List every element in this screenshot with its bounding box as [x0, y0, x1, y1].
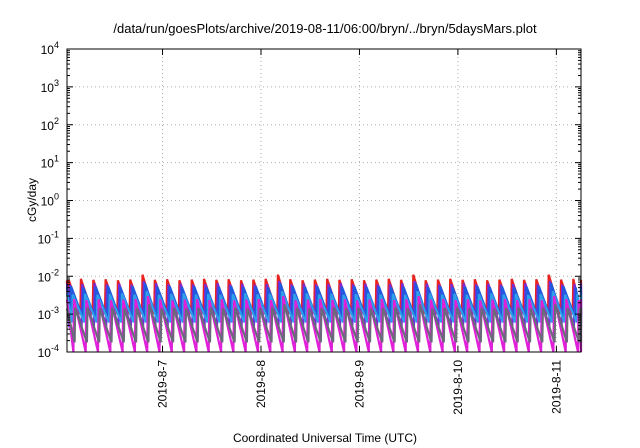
x-tick-label: 2019-8-9 — [352, 360, 366, 408]
x-tick-label: 2019-8-7 — [156, 360, 170, 408]
y-tick-exponent: -2 — [51, 267, 59, 277]
y-tick-label: 10-3 — [38, 305, 59, 322]
y-tick-exponent: 0 — [54, 192, 59, 202]
series-line — [65, 304, 583, 343]
series-layer — [65, 274, 583, 353]
y-tick-exponent: 4 — [54, 40, 59, 50]
y-tick-label: 10-4 — [38, 343, 59, 360]
y-tick-label: 104 — [41, 40, 59, 57]
y-tick-exponent: 2 — [54, 116, 59, 126]
x-tick-label: 2019-8-10 — [451, 360, 465, 415]
chart-title: /data/run/goesPlots/archive/2019-08-11/0… — [113, 21, 537, 36]
y-tick-label: 100 — [41, 192, 59, 209]
y-tick-label: 102 — [41, 116, 59, 133]
y-tick-label: 10-2 — [38, 267, 59, 284]
y-tick-exponent: -4 — [51, 343, 59, 353]
y-tick-exponent: -3 — [51, 305, 59, 315]
x-axis-label: Coordinated Universal Time (UTC) — [233, 431, 417, 445]
series-line — [65, 295, 583, 353]
x-tick-label: 2019-8-8 — [254, 360, 268, 408]
y-tick-exponent: 3 — [54, 78, 59, 88]
y-tick-exponent: -1 — [51, 229, 59, 239]
x-tick-label: 2019-8-11 — [549, 360, 563, 414]
y-tick-label: 101 — [41, 154, 59, 171]
y-tick-exponent: 1 — [54, 154, 59, 164]
y-tick-label: 103 — [41, 78, 59, 95]
x-axis-ticks: 2019-8-7 2019-8-8 2019-8-9 2019-8-10 2019-8-… — [156, 49, 563, 415]
y-axis-label: cGy/day — [25, 178, 39, 222]
y-tick-label: 10-1 — [38, 229, 59, 246]
series-line — [65, 290, 583, 323]
